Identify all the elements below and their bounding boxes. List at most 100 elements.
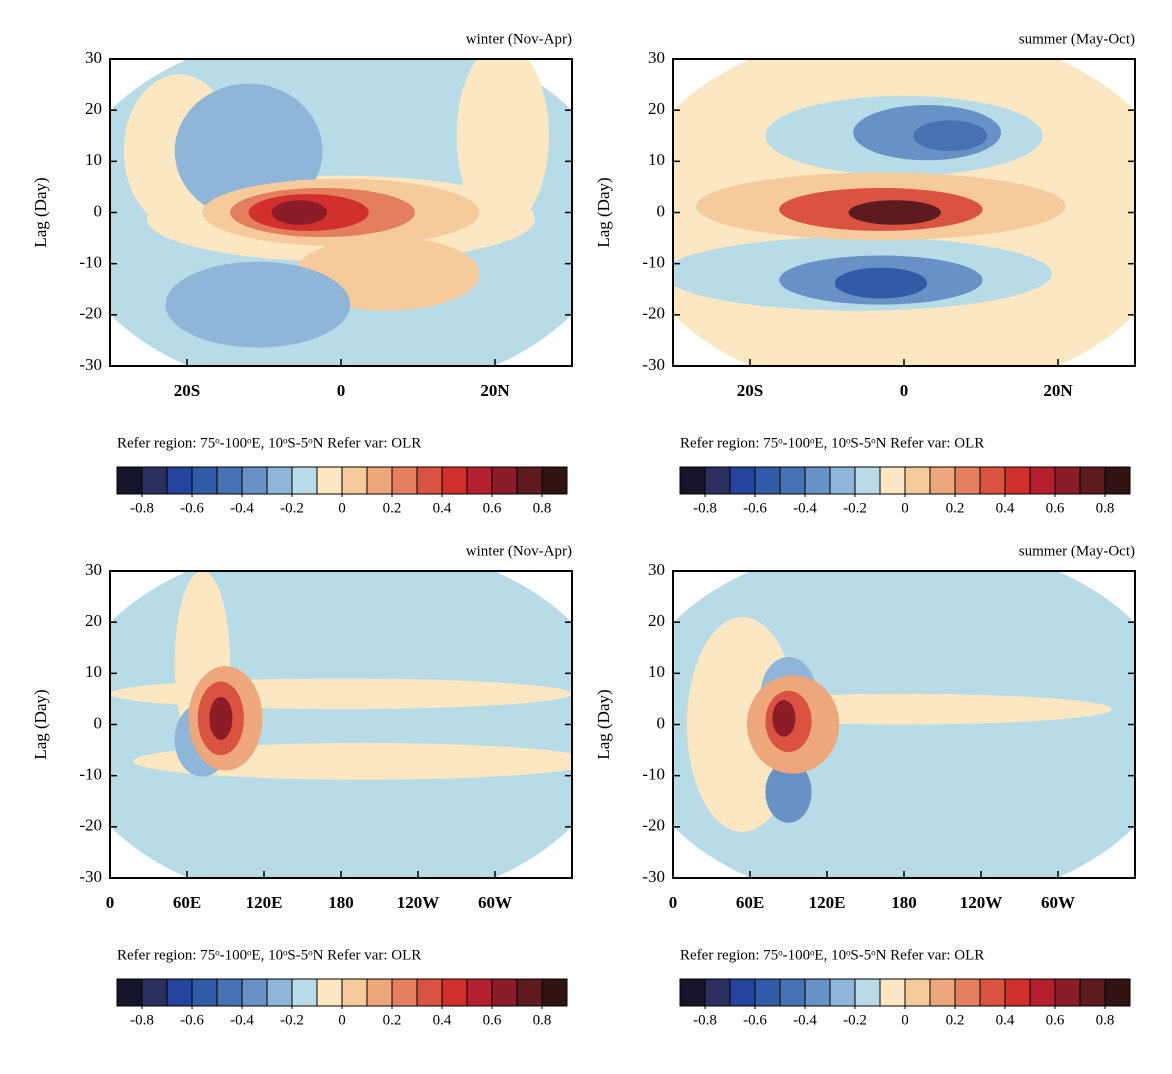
y-tick-label: -10 xyxy=(642,765,665,784)
y-tick-label: 20 xyxy=(85,611,102,630)
y-tick-label: -30 xyxy=(79,355,102,374)
y-tick-label: -30 xyxy=(642,355,665,374)
field-patch xyxy=(271,200,328,225)
colorbar-box xyxy=(804,466,831,495)
panel-title: winter (Nov-Apr) xyxy=(466,543,572,559)
field-patch xyxy=(913,120,988,152)
field xyxy=(673,571,1135,878)
colorbar-box xyxy=(1029,978,1056,1007)
y-axis-label: Lag (Day) xyxy=(594,177,613,247)
colorbar-label: -0.6 xyxy=(743,500,767,516)
x-tick-label: 180 xyxy=(328,893,354,912)
colorbar-label: -0.2 xyxy=(843,500,867,516)
x-tick-label: 0 xyxy=(106,893,115,912)
colorbar-box xyxy=(954,466,981,495)
colorbar-box xyxy=(216,978,243,1007)
colorbar-box xyxy=(241,466,268,495)
y-tick-label: 0 xyxy=(657,201,666,220)
colorbar-box xyxy=(491,466,518,495)
colorbar-label: 0.2 xyxy=(383,500,402,516)
colorbar-label: 0.4 xyxy=(433,1012,452,1028)
colorbar-box xyxy=(729,978,756,1007)
y-axis-label: Lag (Day) xyxy=(31,177,50,247)
y-axis-label: Lag (Day) xyxy=(31,689,50,759)
colorbar-label: 0.4 xyxy=(996,1012,1015,1028)
reference-note: Refer region: 75ᵒ-100ᵒE, 10ᵒS-5ᵒN Refer … xyxy=(680,947,984,963)
colorbar-label: 0.4 xyxy=(996,500,1015,516)
y-tick-label: 10 xyxy=(648,150,665,169)
x-tick-label: 60W xyxy=(478,893,512,912)
x-tick-label: 0 xyxy=(669,893,678,912)
colorbar-box xyxy=(704,466,731,495)
colorbar-box xyxy=(879,466,906,495)
colorbar-box xyxy=(779,978,806,1007)
colorbar-box xyxy=(1004,466,1031,495)
y-tick-label: 0 xyxy=(657,713,666,732)
colorbar-label: 0.2 xyxy=(383,1012,402,1028)
panel-title: winter (Nov-Apr) xyxy=(466,31,572,47)
y-tick-label: 10 xyxy=(85,662,102,681)
colorbar-box xyxy=(1054,466,1081,495)
colorbar-label: -0.6 xyxy=(743,1012,767,1028)
x-tick-label: 0 xyxy=(900,381,909,400)
colorbar-box xyxy=(929,466,956,495)
field xyxy=(673,59,1135,366)
colorbar-box xyxy=(1104,466,1131,495)
colorbar-box xyxy=(266,466,293,495)
x-tick-label: 180 xyxy=(891,893,917,912)
colorbar-box xyxy=(166,466,193,495)
y-tick-label: -30 xyxy=(642,867,665,886)
field-patch xyxy=(848,200,941,225)
colorbar-box xyxy=(979,466,1006,495)
colorbar-box xyxy=(541,466,568,495)
colorbar-box xyxy=(829,978,856,1007)
colorbar-box xyxy=(191,978,218,1007)
colorbar-box xyxy=(241,978,268,1007)
colorbar-box xyxy=(704,978,731,1007)
colorbar-box xyxy=(1079,978,1106,1007)
colorbar-label: 0.2 xyxy=(946,1012,965,1028)
field-patch xyxy=(765,761,812,823)
y-axis-label: Lag (Day) xyxy=(594,689,613,759)
colorbar-box xyxy=(291,978,318,1007)
colorbar-label: -0.4 xyxy=(793,500,817,516)
colorbar-label: 0 xyxy=(901,1012,909,1028)
colorbar-box xyxy=(954,978,981,1007)
colorbar-label: -0.8 xyxy=(130,500,154,516)
colorbar-box xyxy=(679,978,706,1007)
colorbar-box xyxy=(291,466,318,495)
colorbar-box xyxy=(854,978,881,1007)
colorbar-box xyxy=(829,466,856,495)
colorbar-label: 0.2 xyxy=(946,500,965,516)
colorbar-label: 0.6 xyxy=(1046,500,1065,516)
colorbar-box xyxy=(1004,978,1031,1007)
colorbar-label: -0.4 xyxy=(793,1012,817,1028)
y-tick-label: -20 xyxy=(642,304,665,323)
colorbar-box xyxy=(729,466,756,495)
colorbar-label: 0.4 xyxy=(433,500,452,516)
colorbar-label: 0 xyxy=(901,500,909,516)
colorbar-box xyxy=(904,466,931,495)
x-tick-label: 20S xyxy=(737,381,763,400)
colorbar-box xyxy=(754,978,781,1007)
colorbar-box xyxy=(316,466,343,495)
x-tick-label: 120E xyxy=(809,893,846,912)
x-tick-label: 60E xyxy=(173,893,201,912)
panel-title: summer (May-Oct) xyxy=(1019,543,1135,559)
y-tick-label: 0 xyxy=(94,201,103,220)
colorbar-box xyxy=(366,978,393,1007)
field-patch xyxy=(110,571,572,878)
colorbar-label: -0.4 xyxy=(230,1012,254,1028)
colorbar-box xyxy=(266,978,293,1007)
colorbar-box xyxy=(491,978,518,1007)
colorbar-box xyxy=(116,978,143,1007)
colorbar-box xyxy=(879,978,906,1007)
colorbar-label: 0 xyxy=(338,500,346,516)
colorbar-box xyxy=(191,466,218,495)
y-tick-label: 0 xyxy=(94,713,103,732)
colorbar-box xyxy=(141,978,168,1007)
colorbar-box xyxy=(116,466,143,495)
y-tick-label: -20 xyxy=(642,816,665,835)
colorbar-label: -0.4 xyxy=(230,500,254,516)
